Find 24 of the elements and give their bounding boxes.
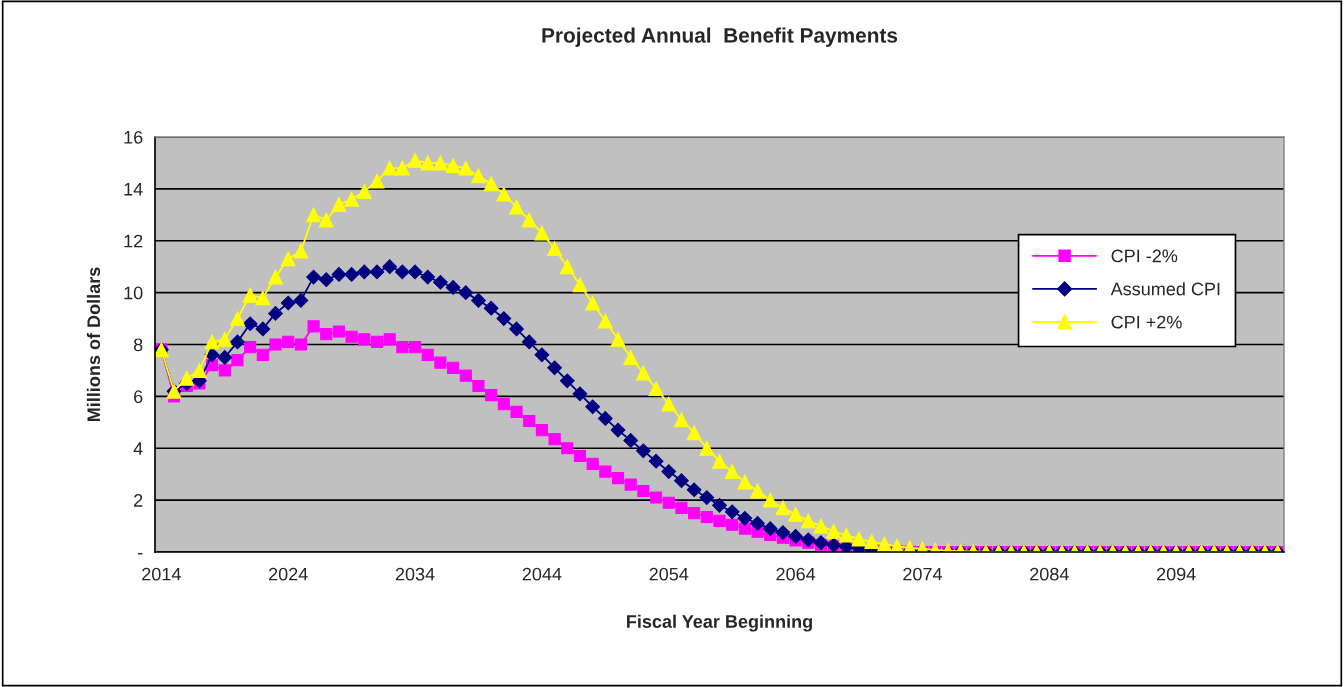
y-tick-label: 2 xyxy=(134,494,143,507)
legend-label: CPI +2% xyxy=(1111,315,1182,329)
y-tick-label: 4 xyxy=(133,442,143,455)
legend-label: Assumed CPI xyxy=(1110,282,1220,296)
y-axis-title: Millions of Dollars xyxy=(86,267,101,422)
y-tick-label: 16 xyxy=(124,130,143,144)
x-tick-label: 2044 xyxy=(522,567,562,581)
x-tick-label: 2084 xyxy=(1030,567,1069,581)
x-tick-label: 2074 xyxy=(903,567,943,581)
y-tick-label: 12 xyxy=(124,234,143,248)
x-tick-label: 2064 xyxy=(776,567,816,581)
y-tick-label: 14 xyxy=(124,183,143,196)
y-tick-label: - xyxy=(137,553,143,555)
y-tick-label: 6 xyxy=(134,390,143,404)
chart-title: Projected Annual Benefit Payments xyxy=(542,27,898,47)
y-tick-label: 10 xyxy=(124,286,143,300)
x-tick-label: 2094 xyxy=(1157,567,1196,581)
legend-label: CPI -2% xyxy=(1111,249,1178,263)
x-tick-label: 2034 xyxy=(395,567,435,581)
x-axis-title: Fiscal Year Beginning xyxy=(627,614,812,632)
x-tick-label: 2054 xyxy=(649,567,689,581)
x-tick-label: 2014 xyxy=(142,567,181,581)
y-tick-label: 8 xyxy=(133,338,143,352)
x-tick-label: 2024 xyxy=(269,567,308,581)
